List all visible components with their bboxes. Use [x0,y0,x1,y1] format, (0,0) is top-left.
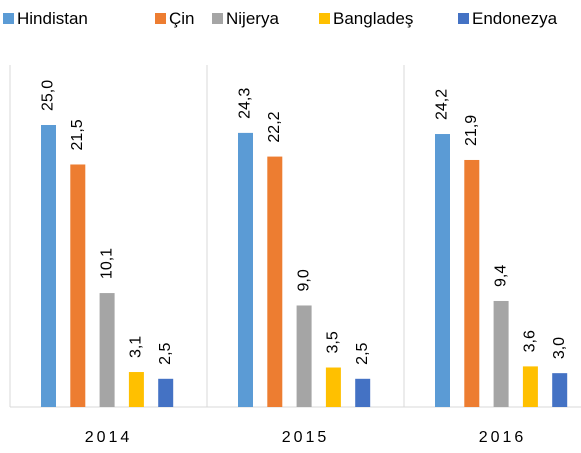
data-label: 24,3 [237,88,254,119]
legend-swatch [212,13,223,24]
bar [325,367,341,407]
data-label: 9,4 [492,265,509,287]
data-label: 3,5 [325,331,342,353]
data-label: 3,6 [522,330,539,352]
data-label: 22,2 [266,111,283,142]
bar [158,378,174,407]
data-label: 2,5 [157,342,174,364]
bar [522,366,538,407]
legend-label: Hindistan [17,9,88,28]
legend-swatch [319,13,330,24]
data-label: 9,0 [295,269,312,291]
legend-label: Endonezya [472,9,558,28]
bar [128,372,144,407]
bar [435,134,450,408]
data-label: 2,5 [354,342,371,364]
bar [355,378,371,407]
x-tick-label: 2015 [282,429,330,446]
x-tick-label: 2014 [85,429,133,446]
data-label: 25,0 [40,80,57,111]
legend-label: Nijerya [226,9,279,28]
data-label: 21,9 [463,115,480,146]
bar [296,305,312,407]
legend-label: Bangladeş [333,9,413,28]
bar [267,156,283,407]
legend-swatch [3,13,14,24]
data-label: 3,1 [128,336,145,358]
data-label: 21,5 [69,119,86,150]
bar [238,132,253,407]
bar [99,293,115,407]
legend-swatch [155,13,166,24]
data-label: 24,2 [434,89,451,120]
bar [41,125,56,407]
data-label: 10,1 [98,248,115,279]
bar [552,373,568,407]
bar [70,164,86,407]
bar [464,159,480,407]
bar [493,300,509,407]
data-label: 3,0 [551,337,568,359]
legend-label: Çin [169,9,195,28]
x-tick-label: 2016 [479,429,527,446]
legend-swatch [458,13,469,24]
